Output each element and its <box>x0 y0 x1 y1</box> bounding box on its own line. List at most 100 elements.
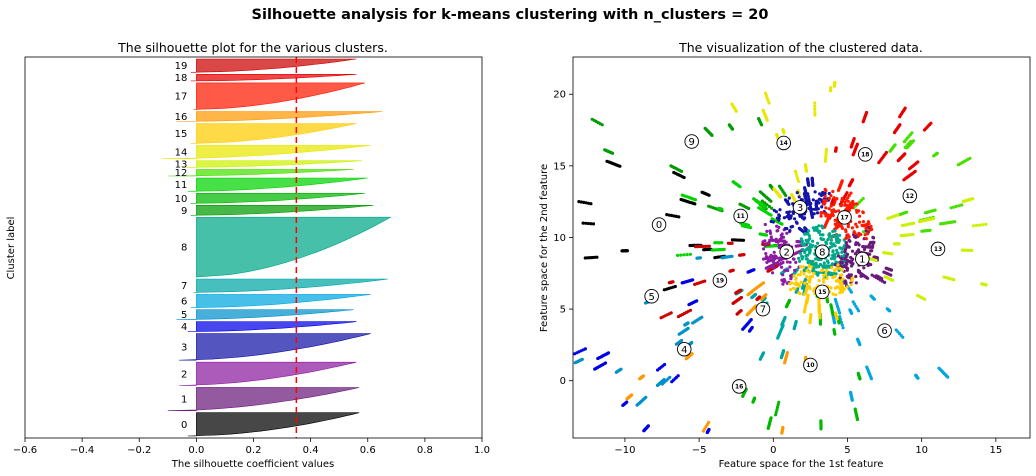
scatter-point <box>830 213 835 217</box>
cluster-center-label: 10 <box>806 362 814 369</box>
scatter-point <box>871 235 875 239</box>
scatter-point <box>625 397 629 401</box>
scatter-point <box>784 305 789 309</box>
scatter-point <box>805 269 809 273</box>
scatter-point <box>765 260 769 264</box>
scatter-point <box>783 268 787 272</box>
silhouette-cluster-label: 15 <box>175 129 188 140</box>
scatter-point <box>779 356 784 360</box>
scatter-point <box>731 301 735 305</box>
scatter-point <box>586 201 591 205</box>
scatter-point <box>734 291 738 295</box>
scatter-point <box>660 382 665 386</box>
scatter-point <box>804 300 808 304</box>
scatter-point <box>781 273 785 277</box>
scatter-point <box>818 262 823 267</box>
scatter-point <box>798 251 803 255</box>
scatter-point <box>815 199 819 203</box>
scatter-point <box>781 235 786 239</box>
scatter-point <box>874 258 878 263</box>
scatter-point <box>862 266 866 270</box>
scatter-point <box>858 214 862 218</box>
scatter-point <box>769 255 773 259</box>
silhouette-cluster-label: 14 <box>175 148 188 159</box>
scatter-point <box>683 323 687 327</box>
scatter-point <box>780 431 784 435</box>
scatter-point <box>656 368 660 372</box>
scatter-point <box>682 253 686 257</box>
scatter-point <box>710 248 715 252</box>
scatter-point <box>825 276 829 280</box>
scatter-point <box>586 221 590 226</box>
scatter-point <box>776 336 780 340</box>
scatter-point <box>857 309 861 313</box>
scatter-point <box>770 217 774 221</box>
scatter-point <box>776 403 780 407</box>
scatter-point <box>822 191 826 195</box>
scatter-point <box>911 139 916 143</box>
scatter-point <box>783 279 787 283</box>
cluster-center-label: 7 <box>760 305 766 316</box>
scatter-point <box>933 208 937 212</box>
scatter-point <box>774 255 778 259</box>
scatter-point <box>761 247 766 251</box>
scatter-point <box>847 208 851 212</box>
scatter-point <box>843 257 847 261</box>
scatter-point <box>829 238 834 242</box>
silhouette-band-14 <box>162 145 371 160</box>
scatter-point <box>674 214 679 218</box>
scatter-point <box>785 260 790 264</box>
silhouette-xtick-label: −0.4 <box>70 445 94 456</box>
silhouette-cluster-label: 9 <box>181 206 187 217</box>
silhouette-cluster-label: 11 <box>175 180 188 191</box>
scatter-point <box>824 214 828 218</box>
silhouette-band-4 <box>187 321 357 332</box>
silhouette-band-17 <box>193 82 365 110</box>
cluster-center-label: 13 <box>934 246 942 253</box>
scatter-point <box>888 309 892 313</box>
scatter-point <box>766 98 770 103</box>
scatter-point <box>814 261 818 265</box>
scatter-point <box>764 255 769 259</box>
scatter-point <box>837 209 841 213</box>
scatter-point <box>816 207 820 211</box>
cluster-center-marker <box>651 217 667 232</box>
scatter-point <box>849 283 853 287</box>
scatter-point <box>869 377 874 381</box>
cluster-center-marker <box>877 323 892 338</box>
scatter-point <box>688 252 693 256</box>
scatter-point <box>957 204 961 208</box>
silhouette-band-15 <box>190 123 357 144</box>
cluster-center-marker <box>731 379 747 394</box>
scatter-point <box>785 268 789 272</box>
scatter-point <box>771 271 775 275</box>
scatter-point <box>803 163 808 167</box>
scatter-point <box>810 207 814 211</box>
scatter-point <box>795 174 799 178</box>
scatter-point <box>794 260 798 264</box>
silhouette-band-9 <box>190 204 374 216</box>
cluster-center-marker <box>803 357 818 373</box>
scatter-point <box>759 297 763 301</box>
silhouette-band-1 <box>167 387 360 412</box>
scatter-point <box>843 250 847 254</box>
scatter-point <box>787 196 791 200</box>
cluster-center-label: 1 <box>859 255 865 266</box>
silhouette-cluster-label: 7 <box>181 281 187 292</box>
scatter-point <box>808 270 812 274</box>
scatter-point <box>817 197 822 201</box>
scatter-point <box>824 150 828 154</box>
scatter-point <box>677 215 681 219</box>
scatter-point <box>596 356 600 361</box>
scatter-point <box>785 215 789 219</box>
scatter-point <box>835 251 839 255</box>
scatter-point <box>797 282 801 286</box>
scatter-point <box>818 322 823 326</box>
cluster-center-label: 8 <box>819 247 825 258</box>
scatter-point <box>845 285 849 289</box>
cluster-center-marker <box>755 301 771 317</box>
scatter-point <box>831 250 835 254</box>
scatter-point <box>590 117 594 121</box>
scatter-point <box>833 222 837 226</box>
